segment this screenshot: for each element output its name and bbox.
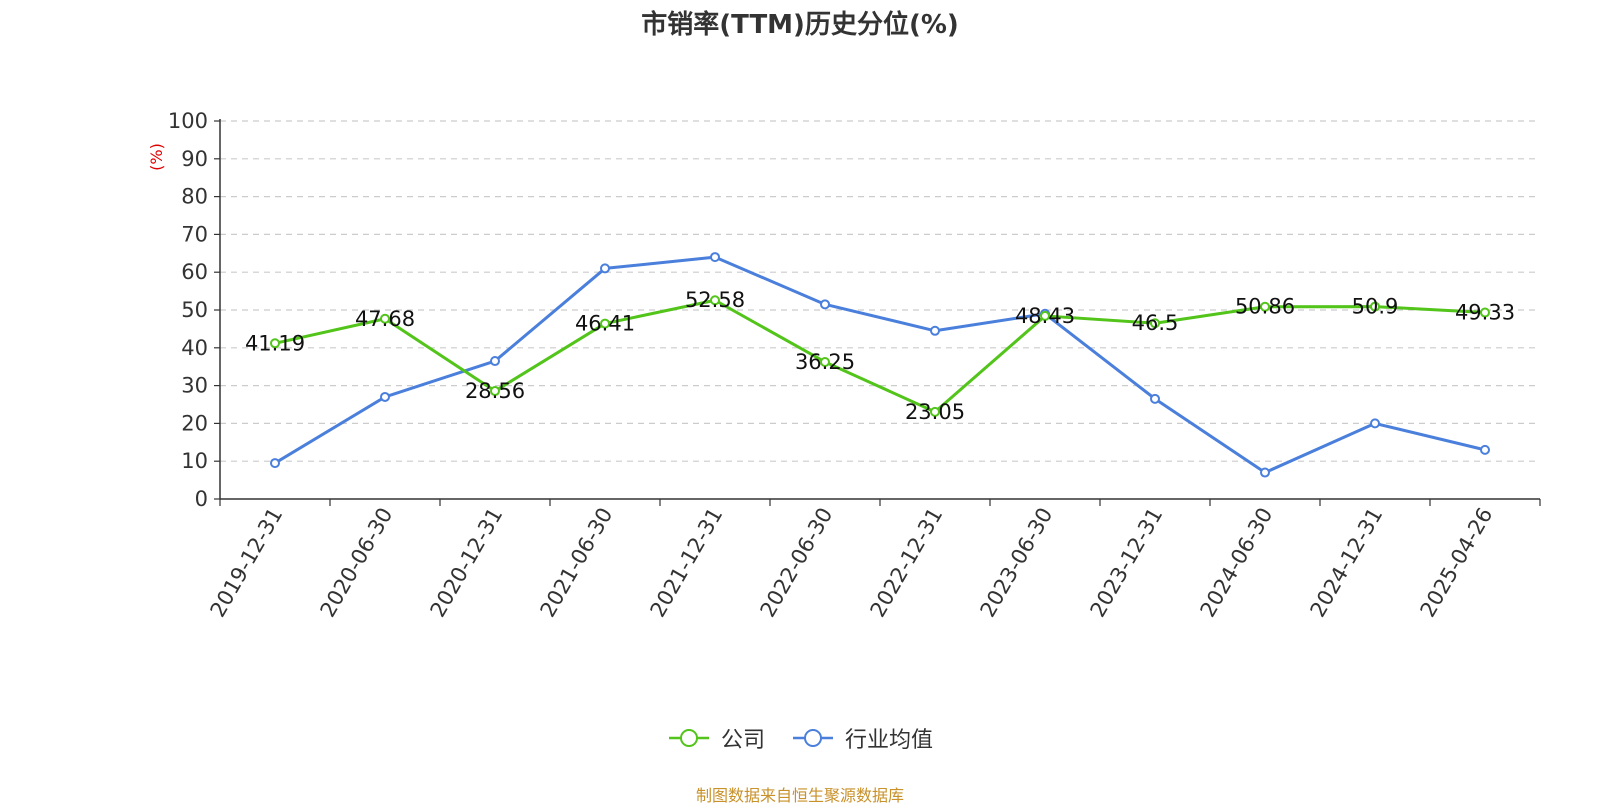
data-point-company	[600, 318, 610, 329]
y-tick-label: 70	[181, 222, 208, 246]
data-point-industry-average	[490, 356, 500, 367]
legend-industry-icon	[793, 729, 833, 747]
data-point-company	[1480, 307, 1490, 318]
data-label: 50.86	[1235, 295, 1295, 319]
data-point-industry-average	[1150, 393, 1160, 404]
data-point-company	[1370, 301, 1380, 312]
legend-label-industry-average: 行业均值	[845, 728, 934, 753]
data-label: 48.43	[1015, 304, 1075, 328]
data-label: 36.25	[795, 350, 855, 374]
data-label: 46.5	[1132, 311, 1179, 335]
data-point-industry-average	[1480, 444, 1490, 455]
data-point-company	[820, 356, 830, 367]
y-tick-label: 60	[181, 260, 208, 284]
source-note: 制图数据来自恒生聚源数据库	[695, 786, 904, 805]
data-point-industry-average	[600, 263, 610, 274]
x-tick-label: 2024-12-31	[1306, 504, 1388, 622]
legend: 公司 行业均值	[0, 722, 1600, 754]
y-tick-label: 100	[168, 109, 208, 133]
data-label: 46.41	[575, 312, 635, 336]
data-point-industry-average	[930, 325, 940, 336]
data-point-company	[930, 406, 940, 417]
data-point-industry-average	[710, 252, 720, 263]
y-tick-label: 90	[181, 147, 208, 171]
x-tick-label: 2022-12-31	[866, 504, 948, 622]
data-label: 28.56	[465, 379, 525, 403]
data-point-industry-average	[270, 458, 280, 469]
data-point-company	[380, 313, 390, 324]
data-label: 52.58	[685, 288, 745, 312]
x-tick-label: 2023-12-31	[1086, 504, 1168, 622]
data-point-company	[710, 295, 720, 306]
x-tick-label: 2021-06-30	[536, 504, 618, 622]
data-point-company	[1040, 310, 1050, 321]
legend-company-icon	[668, 729, 709, 747]
legend-item-industry-average[interactable]: 行业均值	[791, 722, 933, 754]
x-tick-label: 2025-04-26	[1416, 504, 1498, 622]
data-point-industry-average	[820, 299, 830, 310]
data-point-industry-average	[1370, 418, 1380, 429]
data-label: 50.9	[1352, 295, 1399, 319]
data-label: 41.19	[245, 331, 305, 355]
y-tick-label: 80	[181, 185, 208, 209]
data-label: 49.33	[1455, 301, 1515, 325]
y-tick-label: 40	[181, 336, 208, 360]
series-line-company	[274, 298, 1486, 414]
data-point-company	[270, 338, 280, 349]
y-tick-label: 30	[181, 374, 208, 398]
legend-label-company: 公司	[720, 728, 765, 753]
data-point-company	[490, 386, 500, 397]
y-tick-label: 20	[181, 411, 208, 435]
data-point-industry-average	[380, 391, 390, 402]
data-point-company	[1260, 301, 1270, 312]
data-point-company	[1150, 318, 1160, 329]
series-line-industry-average	[274, 255, 1486, 475]
x-tick-label: 2023-06-30	[976, 504, 1058, 622]
data-label: 47.68	[355, 307, 415, 331]
x-tick-label: 2020-12-31	[426, 504, 508, 622]
x-tick-label: 2020-06-30	[316, 504, 398, 622]
x-tick-label: 2019-12-31	[206, 504, 288, 622]
x-tick-label: 2022-06-30	[756, 504, 838, 622]
y-tick-label: 50	[181, 298, 208, 322]
chart-title: 市销率(TTM)历史分位(%)	[641, 10, 959, 40]
legend-item-company[interactable]: 公司	[667, 722, 765, 754]
x-tick-label: 2021-12-31	[646, 504, 728, 622]
y-axis-label: (%)	[147, 143, 166, 171]
data-label: 23.05	[905, 400, 965, 424]
x-tick-label: 2024-06-30	[1196, 504, 1278, 622]
y-tick-label: 10	[181, 449, 208, 473]
data-point-industry-average	[1260, 467, 1270, 478]
y-tick-label: 0	[195, 487, 208, 511]
